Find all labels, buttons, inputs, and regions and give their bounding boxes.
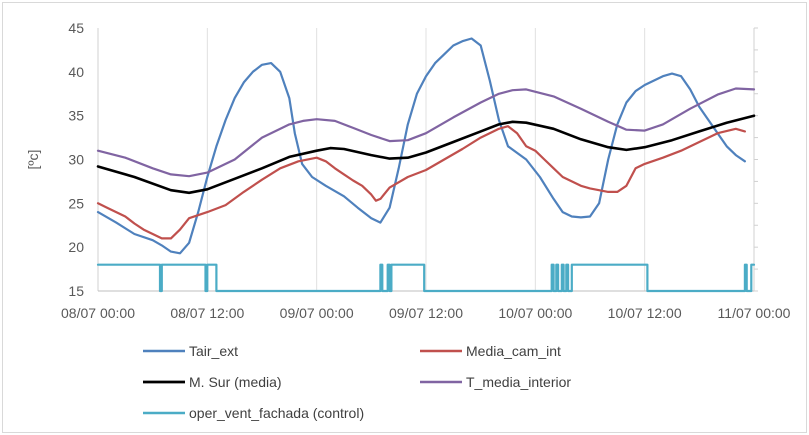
x-tick-labels: 08/07 00:00 08/07 12:00 09/07 00:00 09/07 1… [61, 305, 791, 321]
legend-label-0: Tair_ext [189, 343, 238, 359]
x-tick-2: 09/07 00:00 [280, 305, 354, 321]
legend-label-3: T_media_interior [466, 374, 571, 390]
y-tick-35: 35 [68, 108, 84, 124]
series-line-0 [96, 37, 746, 255]
x-tick-5: 10/07 12:00 [608, 305, 682, 321]
x-tick-0: 08/07 00:00 [61, 305, 135, 321]
y-axis-label: [ºc] [25, 150, 41, 170]
x-tick-3: 09/07 12:00 [389, 305, 463, 321]
series-line-2 [96, 114, 756, 195]
x-tick-6: 11/07 00:00 [718, 305, 791, 321]
y-tick-25: 25 [68, 195, 84, 211]
legend-label-1: Media_cam_int [466, 343, 561, 359]
series-line-1 [96, 125, 746, 240]
series-lines [96, 37, 756, 293]
x-tick-4: 10/07 00:00 [498, 305, 572, 321]
y-tick-15: 15 [68, 283, 84, 299]
vertical-gridlines [206, 28, 755, 291]
legend: Tair_ext Media_cam_int M. Sur (media) T_med… [143, 343, 571, 421]
y-tick-20: 20 [68, 239, 84, 255]
legend-label-2: M. Sur (media) [189, 374, 282, 390]
y-tick-45: 45 [68, 20, 84, 36]
y-tick-40: 40 [68, 64, 84, 80]
series-line-3 [96, 87, 756, 178]
legend-label-4: oper_vent_fachada (control) [189, 405, 364, 421]
y-tick-30: 30 [68, 152, 84, 168]
x-tick-1: 08/07 12:00 [170, 305, 244, 321]
series-line-4 [96, 263, 756, 293]
y-tick-labels: 15 20 25 30 35 40 45 [68, 20, 84, 299]
